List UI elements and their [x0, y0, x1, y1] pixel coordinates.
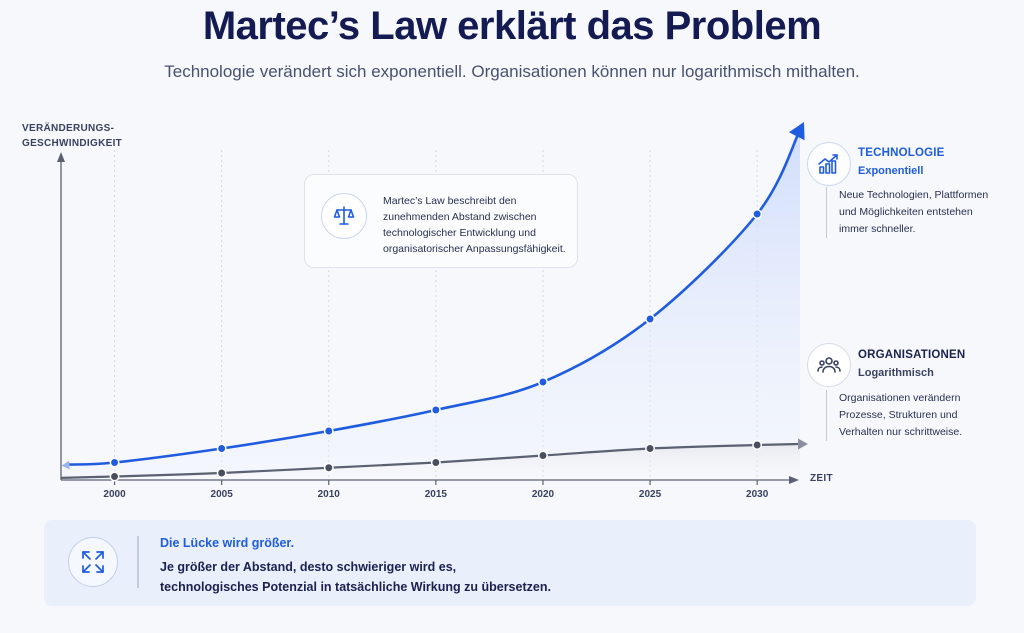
page-subtitle: Technologie verändert sich exponentiell.… [164, 62, 860, 81]
organizations-point [216, 468, 227, 478]
technology-legend-description: Neue Technologien, Plattformen und Mögli… [826, 187, 999, 238]
technology-point [752, 209, 763, 219]
organizations-point [109, 471, 120, 482]
callout-divider [137, 536, 139, 588]
x-axis-label: ZEIT [810, 473, 833, 484]
technology-line [67, 129, 802, 466]
callout-text: Je größer der Abstand, desto schwieriger… [160, 557, 551, 597]
x-tick-label: 2020 [532, 489, 555, 500]
page-title: Martec’s Law erklärt das Problem [202, 4, 822, 48]
y-axis-label-line: VERÄNDERUNGS- [22, 123, 115, 134]
organizations-point [430, 457, 441, 468]
callout-title: Die Lücke wird größer. [160, 536, 295, 550]
organizations-point [645, 443, 656, 454]
info-text: Martec’s Law beschreibt den zunehmenden … [383, 195, 566, 255]
people-icon [807, 343, 851, 387]
info-box: Martec’s Law beschreibt den zunehmenden … [304, 174, 578, 268]
technology-point [430, 405, 441, 415]
x-tick-label: 2005 [211, 489, 234, 500]
organizations-legend-subtitle: Logarithmisch [858, 367, 934, 379]
x-axis-arrow-icon [789, 476, 799, 484]
organizations-point [323, 462, 334, 473]
callout-line-2: technologisches Potenzial in tatsächlich… [160, 580, 551, 594]
technology-arrow-icon [788, 122, 805, 141]
technology-point [216, 443, 227, 454]
organizations-point [538, 450, 548, 461]
callout-line-1: Je größer der Abstand, desto schwieriger… [160, 560, 457, 574]
technology-legend-subtitle: Exponentiell [858, 165, 924, 177]
x-tick-label: 2000 [103, 489, 126, 500]
gap-callout: Die Lücke wird größer. Je größer der Abs… [44, 520, 976, 606]
y-axis-label: VERÄNDERUNGS- GESCHWINDIGKEIT [22, 121, 142, 151]
y-axis-arrow-icon [57, 152, 65, 162]
x-tick-label: 2025 [639, 489, 662, 500]
trending-up-icon [807, 142, 851, 186]
organizations-legend-title: ORGANISATIONEN [858, 349, 966, 361]
gap-area [61, 130, 800, 478]
x-tick-label: 2015 [425, 489, 448, 500]
technology-legend-title: TECHNOLOGIE [858, 147, 945, 159]
x-tick-label: 2030 [746, 489, 769, 500]
scale-icon [321, 193, 367, 239]
organizations-shade [61, 443, 800, 480]
organizations-point [752, 440, 763, 450]
organizations-legend-description: Organisationen verändern Prozesse, Struk… [826, 390, 989, 441]
technology-point [323, 426, 334, 436]
organizations-arrow-icon [798, 438, 808, 450]
technology-point [109, 457, 120, 468]
x-tick-label: 2010 [318, 489, 341, 500]
technology-point [645, 314, 656, 324]
technology-point [538, 377, 548, 387]
expand-arrows-icon [68, 537, 118, 587]
y-axis-label-line: GESCHWINDIGKEIT [22, 138, 123, 149]
technology-tail-arrow-icon [61, 460, 70, 470]
